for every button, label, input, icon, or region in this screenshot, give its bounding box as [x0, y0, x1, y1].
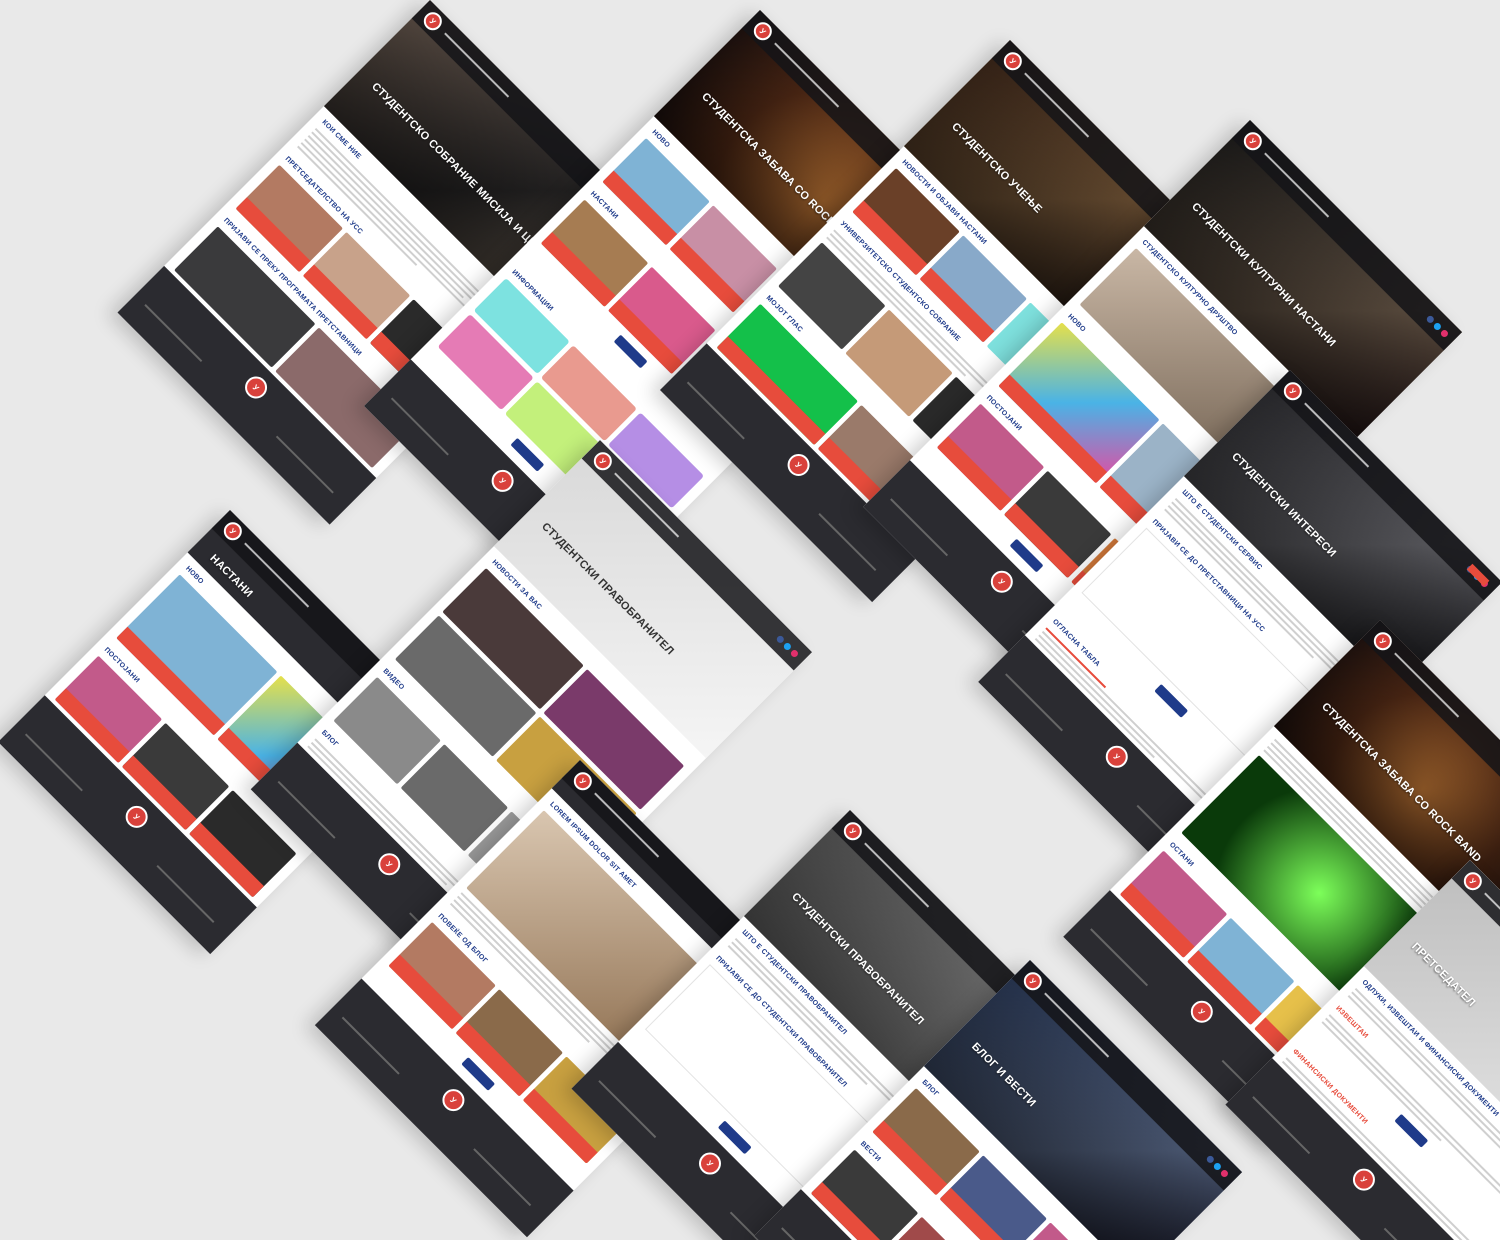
logo[interactable]: У — [420, 8, 446, 34]
